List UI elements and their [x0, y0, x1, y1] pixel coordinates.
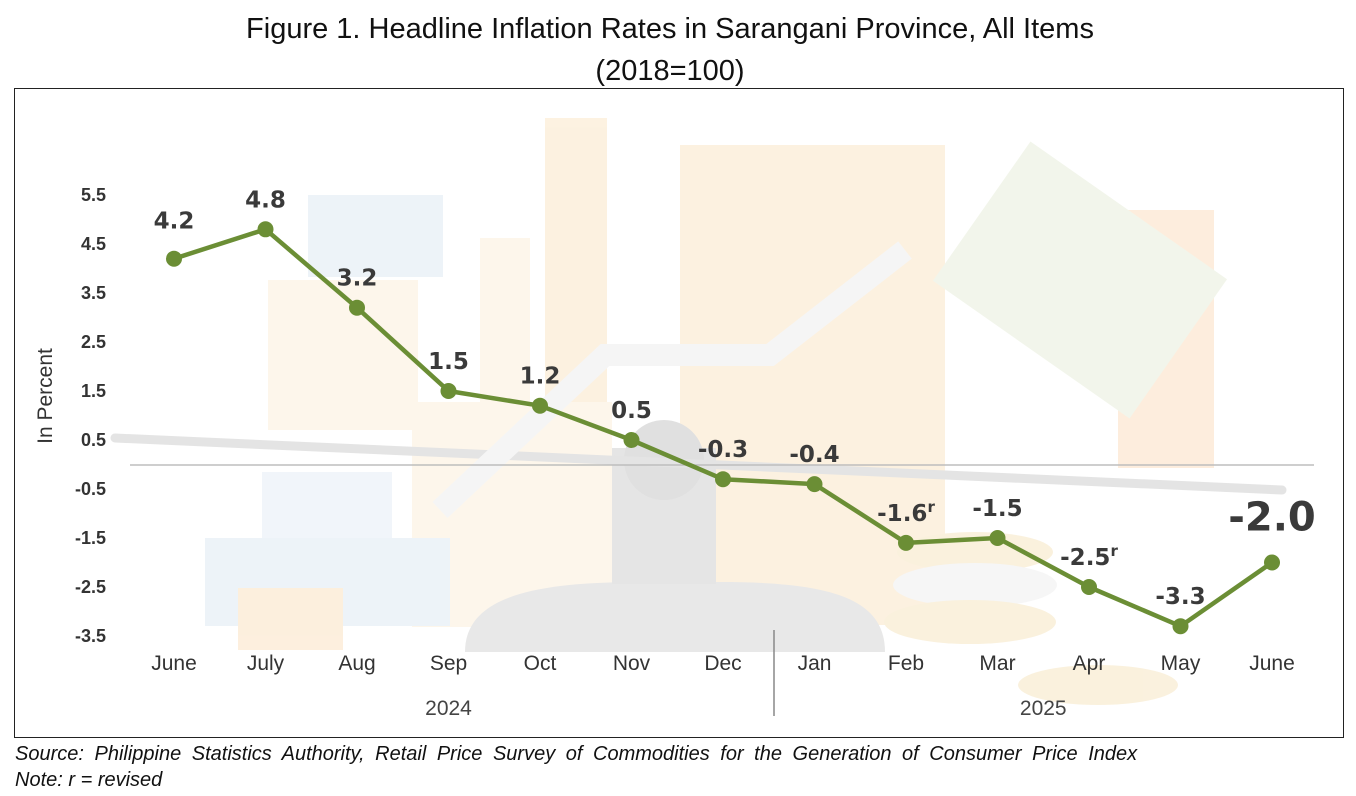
y-tick-label: -0.5 [75, 479, 106, 499]
y-axis-ticks: 5.5 4.5 3.5 2.5 1.5 0.5 -0.5 -1.5 -2.5 -3.5 [75, 185, 106, 646]
x-tick-label: June [151, 652, 197, 675]
data-points [166, 221, 1280, 635]
data-label: 4.8 [245, 187, 286, 213]
year-label: 2024 [425, 697, 472, 720]
data-point [1172, 618, 1189, 635]
y-tick-label: 2.5 [81, 332, 106, 352]
y-tick-label: -2.5 [75, 577, 106, 597]
year-labels: 2024 2025 [425, 697, 1066, 720]
data-label: 0.5 [611, 398, 652, 424]
y-tick-label: 1.5 [81, 381, 106, 401]
x-tick-label: Feb [888, 652, 924, 675]
y-tick-label: -1.5 [75, 528, 106, 548]
data-label: -1.6r [877, 498, 935, 527]
x-tick-label: Apr [1073, 652, 1106, 675]
data-label: 4.2 [154, 209, 195, 235]
year-label: 2025 [1020, 697, 1067, 720]
x-tick-label: Sep [430, 652, 467, 675]
x-tick-label: Aug [338, 652, 375, 675]
revised-marker: r [1110, 542, 1118, 560]
revised-marker: r [927, 498, 935, 516]
data-point [257, 221, 274, 238]
data-point [440, 383, 457, 399]
data-label: -3.3 [1155, 584, 1205, 610]
y-tick-label: 0.5 [81, 430, 106, 450]
data-point [1081, 579, 1097, 595]
data-point [989, 530, 1006, 546]
data-label: 3.2 [337, 266, 378, 292]
x-tick-label: Oct [524, 652, 557, 675]
background-illustration [110, 118, 1287, 705]
data-label: 1.5 [428, 349, 469, 375]
data-label: -2.5r [1060, 542, 1118, 571]
data-labels: 4.2 4.8 3.2 1.5 1.2 0.5 -0.3 -0.4 -1.6r -1.5 -2.5r… [154, 187, 1316, 610]
data-point [623, 432, 640, 448]
data-point [532, 397, 548, 414]
y-tick-label: -3.5 [75, 626, 106, 646]
data-point [1264, 554, 1280, 571]
x-tick-label: Mar [979, 652, 1015, 675]
x-tick-label: Dec [704, 652, 741, 675]
x-tick-label: June [1249, 652, 1295, 675]
source-note: Source: Philippine Statistics Authority,… [15, 743, 1138, 765]
x-tick-label: May [1161, 652, 1201, 675]
y-axis-label: In Percent [34, 348, 57, 444]
y-tick-label: 3.5 [81, 283, 106, 303]
data-label: -1.5 [972, 496, 1022, 522]
x-tick-label: July [247, 652, 285, 675]
data-point [806, 476, 823, 493]
data-label: -0.3 [698, 437, 748, 463]
data-label: -2.0 [1228, 495, 1315, 541]
chart-title: Figure 1. Headline Inflation Rates in Sa… [246, 13, 1094, 45]
data-point [715, 471, 731, 488]
x-tick-label: Nov [613, 652, 651, 675]
revision-note: Note: r = revised [15, 769, 163, 791]
x-tick-label: Jan [798, 652, 832, 675]
y-tick-label: 4.5 [81, 234, 106, 254]
data-label: 1.2 [520, 364, 561, 390]
chart-subtitle: (2018=100) [595, 55, 745, 87]
y-tick-label: 5.5 [81, 185, 106, 205]
x-axis-ticks: June July Aug Sep Oct Nov Dec Jan Feb Mar Apr May Ju… [151, 652, 1295, 675]
data-point [349, 299, 365, 316]
data-point [166, 250, 182, 267]
chart-frame [14, 88, 1344, 738]
data-label: -0.4 [789, 442, 839, 468]
data-point [898, 534, 914, 551]
